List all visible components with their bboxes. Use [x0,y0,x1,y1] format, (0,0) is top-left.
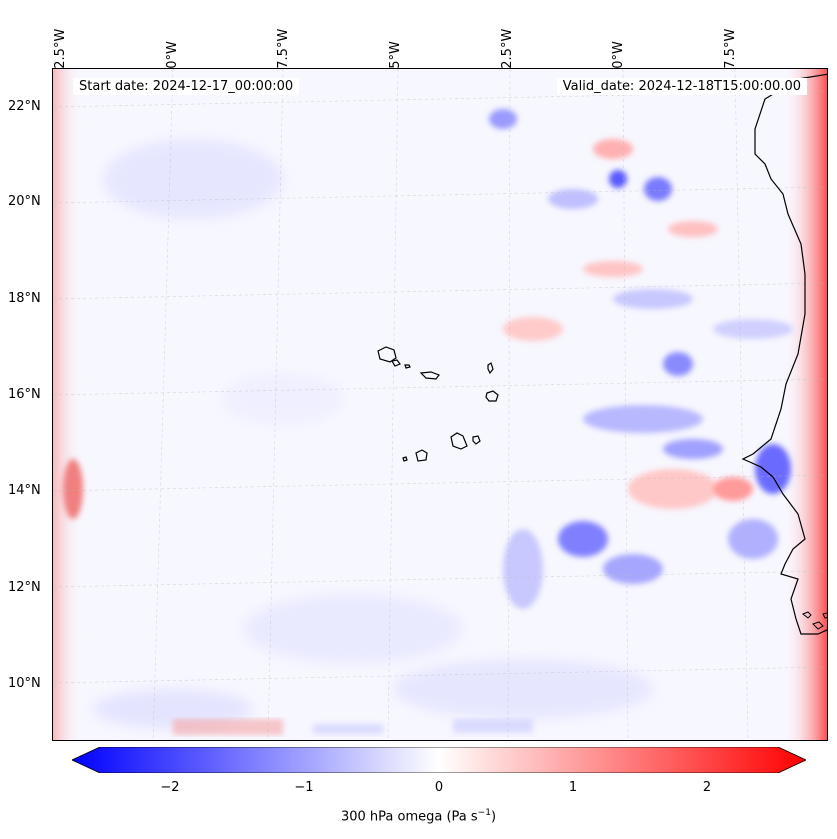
african-coastline [741,73,827,635]
lat-label: 20°N [8,194,41,209]
lat-label: 14°N [8,483,41,498]
colorbar-tick: −2 [160,780,180,795]
start-date-label: Start date: 2024-12-17_00:00:00 [73,78,300,95]
bijagos-islands [802,611,827,630]
graticule [53,69,827,740]
lat-label: 16°N [8,387,41,402]
map-panel [52,68,828,741]
lat-label: 10°N [8,676,41,691]
island-outlines [377,346,499,462]
lat-label: 22°N [8,99,41,114]
colorbar [72,747,806,773]
lat-label: 18°N [8,291,41,306]
colorbar-tick: −1 [294,780,314,795]
colorbar-tick: 0 [434,780,444,795]
valid-date-label: Valid_date: 2024-12-18T15:00:00.00 [556,78,807,95]
lat-label: 12°N [8,580,41,595]
omega-field [53,69,827,740]
colorbar-tick: 1 [568,780,578,795]
colorbar-tick: 2 [702,780,712,795]
colorbar-label: 300 hPa omega (Pa s−1) [340,808,497,825]
